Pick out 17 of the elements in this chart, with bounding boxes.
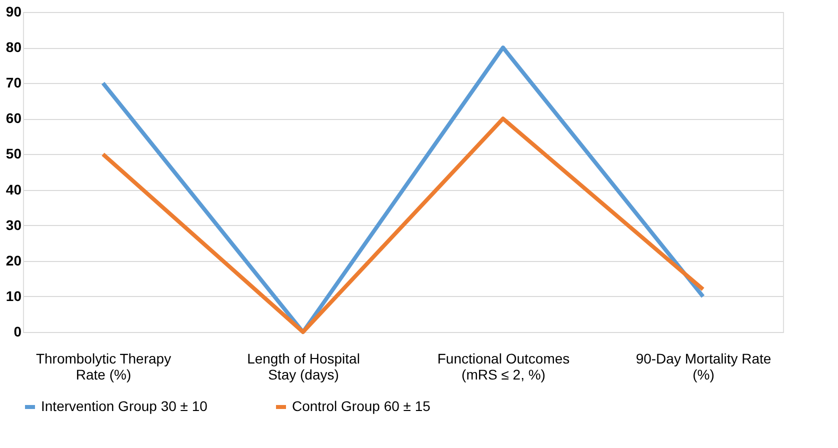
y-tick-label: 90 [6,4,22,20]
y-tick-label: 0 [14,324,22,340]
y-tick-label: 50 [6,146,22,162]
y-tick-label: 10 [6,288,22,304]
y-tick-label: 30 [6,216,22,233]
y-tick-label: 60 [6,110,22,126]
y-tick-label: 70 [6,74,22,91]
y-tick-label: 40 [6,181,22,198]
x-tick-label: Length of Hospital Stay (days) [247,350,360,382]
x-tick-label: Functional Outcomes (mRS ≤ 2, %) [437,350,570,382]
x-tick-label: Thrombolytic Therapy Rate (%) [36,350,172,382]
x-tick-label: 90-Day Mortality Rate (%) [636,350,772,382]
y-tick-label: 80 [6,39,22,56]
y-tick-label: 20 [6,252,22,268]
line-series [101,116,705,334]
legend-label: Intervention Group 30 ± 10 [41,398,208,414]
legend-label: Control Group 60 ± 15 [292,398,431,414]
